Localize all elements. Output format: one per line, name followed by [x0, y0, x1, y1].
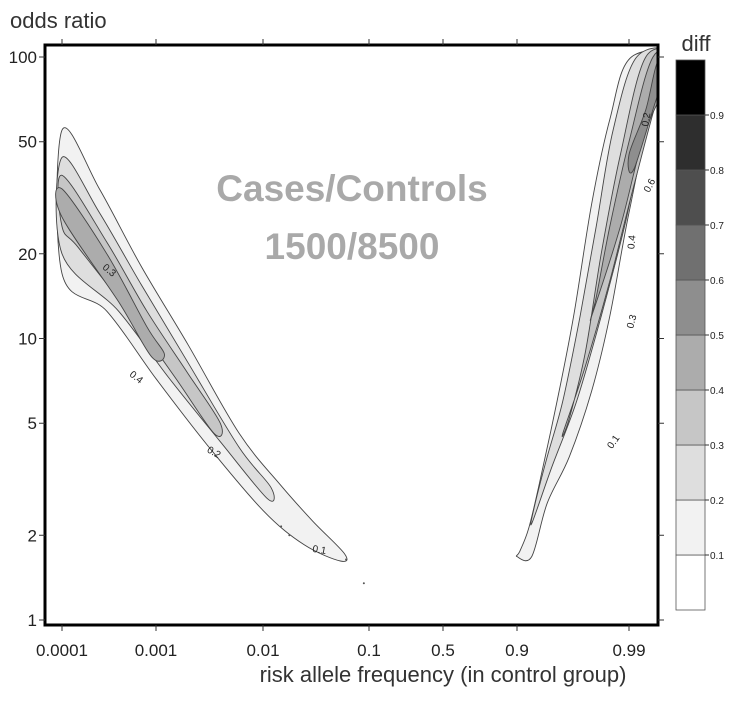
x-tick-label: 0.5 — [431, 641, 455, 660]
colorbar-label: 0.6 — [710, 276, 724, 287]
axes: 0.0001 0.001 0.01 0.1 0.5 0.9 0.99 1 2 5 10 20 50 100 — [9, 39, 664, 660]
contour-left-0_4 — [55, 187, 165, 362]
colorbar-label: 0.7 — [710, 221, 724, 232]
y-tick-label: 10 — [18, 330, 37, 349]
contour-label: 0.6 — [642, 177, 658, 195]
y-tick-label: 20 — [18, 245, 37, 264]
colorbar-segment — [675, 499, 706, 556]
contour-right-0_5 — [627, 59, 658, 174]
colorbar-label: 0.8 — [710, 166, 724, 177]
colorbar-label: 0.5 — [710, 331, 724, 342]
colorbar-label: 0.3 — [710, 441, 724, 452]
x-axis-title: risk allele frequency (in control group) — [260, 662, 627, 687]
y-tick-label: 5 — [28, 414, 37, 433]
contour-label: 0.3 — [625, 313, 639, 330]
x-tick-label: 0.0001 — [36, 641, 88, 660]
y-tick-label: 2 — [28, 526, 37, 545]
contour-label: 0.1 — [605, 433, 622, 451]
x-tick-label: 0.99 — [612, 641, 645, 660]
colorbar-segment — [675, 114, 706, 171]
y-tick-label: 1 — [28, 611, 37, 630]
colorbar-segment — [675, 59, 706, 116]
contour-label: 0.2 — [640, 111, 653, 127]
colorbar-segment — [675, 279, 706, 336]
x-tick-label: 0.1 — [357, 641, 381, 660]
contour-label: 0.4 — [127, 369, 145, 386]
plot-frame — [43, 43, 660, 627]
contour-speck — [345, 558, 348, 561]
colorbar-label: 0.4 — [710, 386, 724, 397]
annotation-line: 1500/8500 — [265, 226, 440, 267]
colorbar-segment — [675, 554, 706, 611]
colorbar-segment — [675, 169, 706, 226]
colorbar-label: 0.2 — [710, 496, 724, 507]
colorbar-label: 0.9 — [710, 111, 724, 122]
contour-left-0_3 — [57, 174, 223, 437]
contour-left-0_2 — [55, 156, 275, 502]
contour-left-0_1 — [56, 127, 348, 562]
contour-label: 0.4 — [626, 234, 638, 249]
x-tick-label: 0.01 — [246, 641, 279, 660]
contour-speck — [362, 582, 365, 585]
contour-speck — [288, 534, 291, 537]
contour-right-0_4 — [589, 50, 658, 321]
colorbar-label: 0.1 — [710, 551, 724, 562]
contour-layer: 0.10.20.30.40.20.60.50.40.30.1 — [55, 47, 658, 585]
y-axis-title: odds ratio — [10, 8, 107, 33]
y-tick-label: 50 — [18, 133, 37, 152]
colorbar: 0.1 0.2 0.3 0.4 0.5 0.6 0.7 0.8 0.9 — [675, 59, 724, 611]
colorbar-segment — [675, 389, 706, 446]
contour-speck — [280, 525, 283, 528]
colorbar-segment — [675, 224, 706, 281]
colorbar-segment — [675, 444, 706, 501]
contour-label: 0.1 — [312, 544, 328, 557]
x-tick-label: 0.001 — [135, 641, 178, 660]
overlay-text: Cases/Controls 1500/8500 — [216, 168, 487, 267]
y-tick-label: 100 — [9, 48, 37, 67]
colorbar-title: diff — [682, 31, 712, 56]
annotation-line: Cases/Controls — [216, 168, 487, 209]
x-tick-label: 0.9 — [505, 641, 529, 660]
colorbar-segment — [675, 334, 706, 391]
